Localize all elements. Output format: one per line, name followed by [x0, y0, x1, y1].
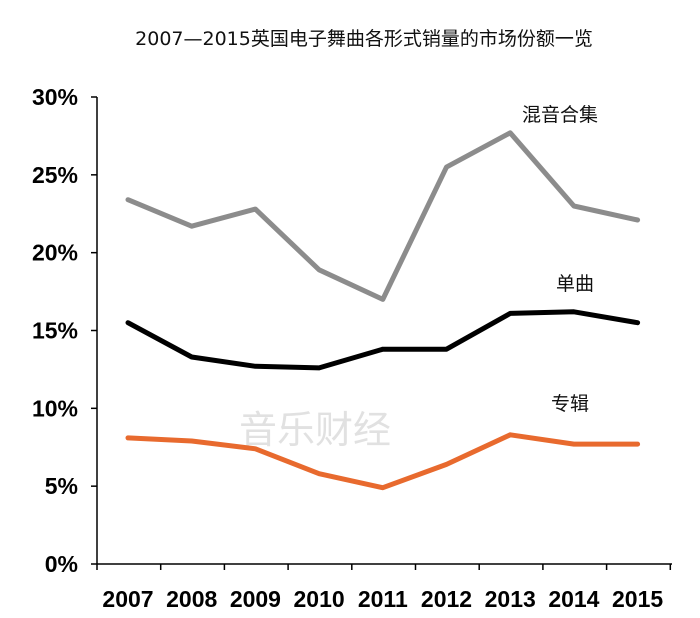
watermark-text: 音乐财经	[239, 408, 391, 452]
series-line-3	[125, 432, 641, 491]
series-line-2	[125, 309, 641, 371]
watermark: 音乐财经	[239, 408, 391, 452]
axes: 0% 5% 10% 15% 20% 25% 30% 2007 2008 2009 2010 2011 2…	[32, 84, 672, 612]
x-tick-label: 2007	[102, 586, 153, 612]
y-tick-label: 20%	[32, 240, 78, 266]
x-tick-label: 2010	[294, 586, 345, 612]
x-tick-label: 2011	[358, 586, 408, 612]
y-tick-label: 15%	[32, 318, 78, 344]
series-label: 专辑	[551, 393, 589, 415]
y-tick-label: 5%	[45, 473, 78, 499]
y-tick-label: 0%	[45, 551, 78, 577]
x-tick-label: 2015	[612, 586, 663, 612]
series-label: 单曲	[556, 273, 594, 295]
x-tick-label: 2013	[485, 586, 536, 612]
y-tick-label: 25%	[32, 162, 78, 188]
y-tick-label: 30%	[32, 84, 78, 110]
y-tick-label: 10%	[32, 395, 78, 421]
x-tick-label: 2008	[166, 586, 217, 612]
x-tick-label: 2009	[230, 586, 281, 612]
x-tick-label: 2012	[421, 586, 472, 612]
series-label: 混音合集	[522, 104, 598, 126]
series-line-1	[125, 130, 641, 302]
x-tick-label: 2014	[548, 586, 599, 612]
chart-title: 2007—2015英国电子舞曲各形式销量的市场份额一览	[135, 28, 593, 50]
